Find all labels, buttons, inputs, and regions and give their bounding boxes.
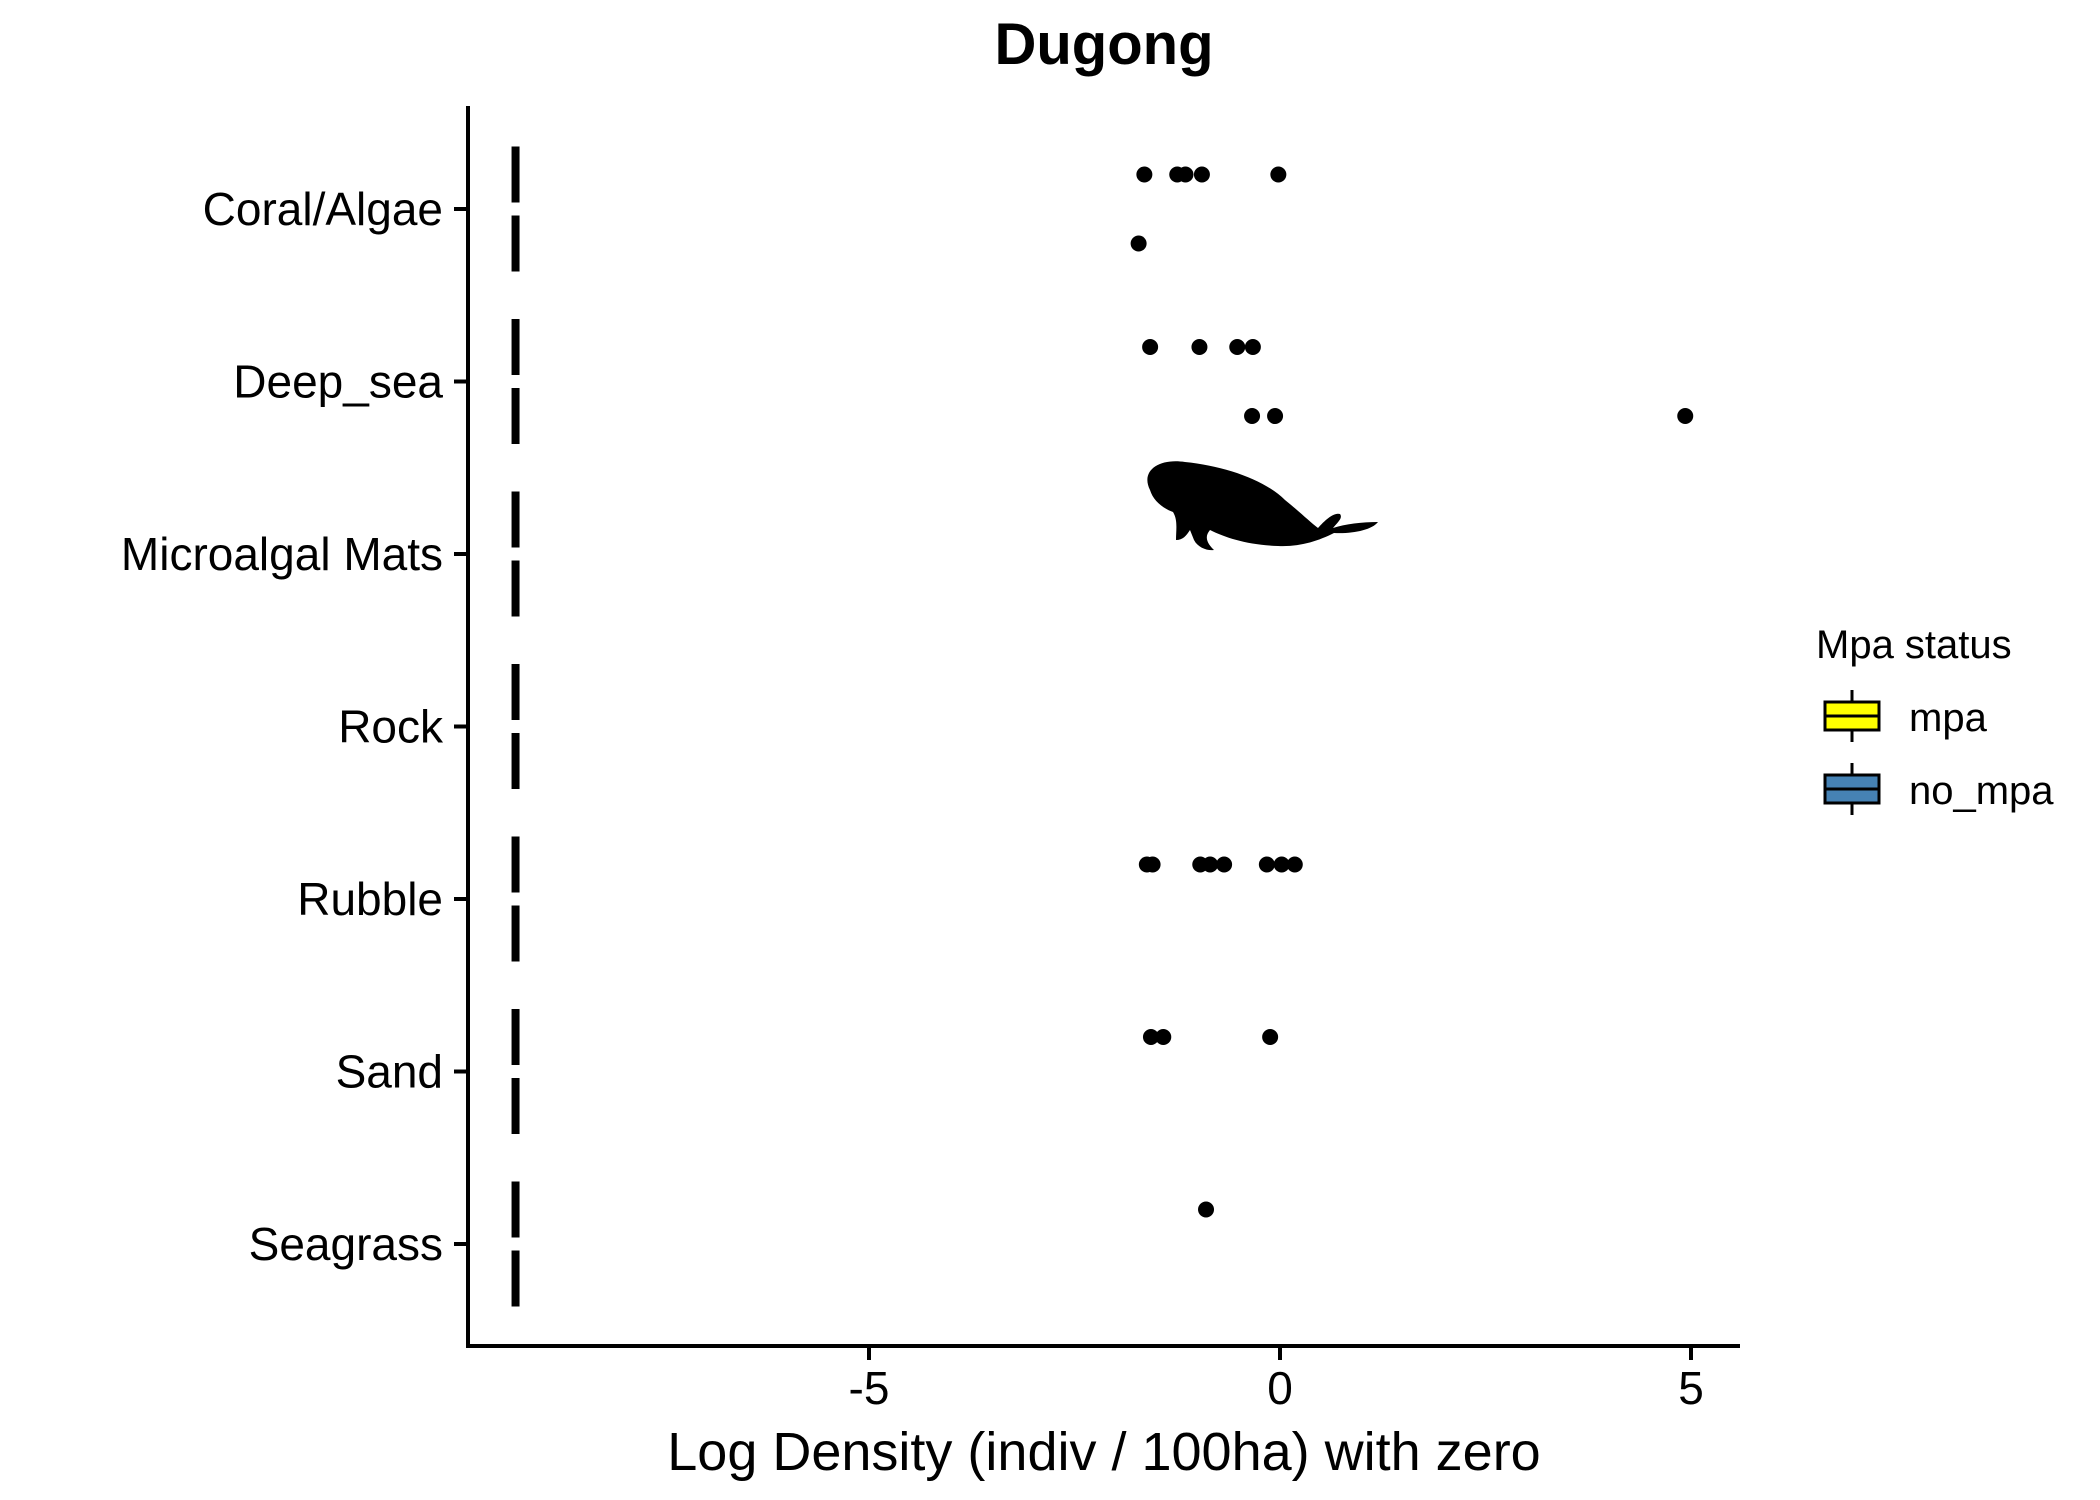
- legend-label-no-mpa: no_mpa: [1909, 769, 2054, 813]
- y-tick-label: Sand: [336, 1046, 443, 1098]
- data-point: [1267, 408, 1284, 424]
- legend-entry-no-mpa: no_mpa: [1823, 763, 2054, 815]
- data-point: [1262, 1029, 1279, 1045]
- y-tick-label: Rubble: [297, 873, 443, 925]
- y-tick-label: Coral/Algae: [203, 183, 443, 235]
- legend-title: Mpa status: [1816, 623, 2012, 667]
- data-point: [1273, 856, 1290, 873]
- x-tick-label: -5: [849, 1362, 890, 1414]
- data-point: [1191, 339, 1208, 355]
- data-point: [1144, 856, 1161, 873]
- x-tick-label: 0: [1267, 1362, 1293, 1414]
- data-point: [1216, 856, 1233, 873]
- point-layer: [1130, 166, 1694, 1218]
- data-point: [1198, 1201, 1215, 1218]
- y-tick-label: Microalgal Mats: [121, 528, 443, 580]
- data-point: [1130, 235, 1147, 252]
- data-point: [1244, 339, 1261, 355]
- chart-title: Dugong: [994, 12, 1213, 77]
- dugong-silhouette-icon: [1147, 461, 1378, 551]
- x-axis-label: Log Density (indiv / 100ha) with zero: [667, 1422, 1540, 1482]
- data-point: [1177, 166, 1194, 183]
- y-tick-label: Rock: [338, 701, 444, 753]
- data-point: [1229, 339, 1246, 355]
- data-point: [1258, 856, 1275, 873]
- legend-label-mpa: mpa: [1909, 696, 1988, 740]
- y-tick-label: Seagrass: [249, 1218, 443, 1270]
- data-point: [1155, 1029, 1172, 1045]
- data-point: [1193, 166, 1210, 183]
- data-point: [1142, 1029, 1159, 1045]
- x-axis-ticks: -5 0 5: [849, 1346, 1704, 1414]
- data-point: [1270, 166, 1287, 183]
- y-axis-ticks: Coral/Algae Deep_sea Microalgal Mats Rock Ru…: [121, 183, 468, 1270]
- legend-entry-mpa: mpa: [1823, 690, 1988, 742]
- plot-area: Coral/Algae Deep_sea Microalgal Mats Rock Ru…: [121, 106, 1740, 1414]
- data-point: [1202, 856, 1219, 873]
- data-point: [1286, 856, 1303, 873]
- data-point: [1136, 166, 1153, 183]
- x-tick-label: 5: [1678, 1362, 1704, 1414]
- legend: Mpa status mpa no_mpa: [1816, 623, 2054, 815]
- data-point: [1677, 408, 1694, 424]
- data-point: [1142, 339, 1159, 355]
- data-point: [1244, 408, 1261, 424]
- y-tick-label: Deep_sea: [233, 356, 443, 408]
